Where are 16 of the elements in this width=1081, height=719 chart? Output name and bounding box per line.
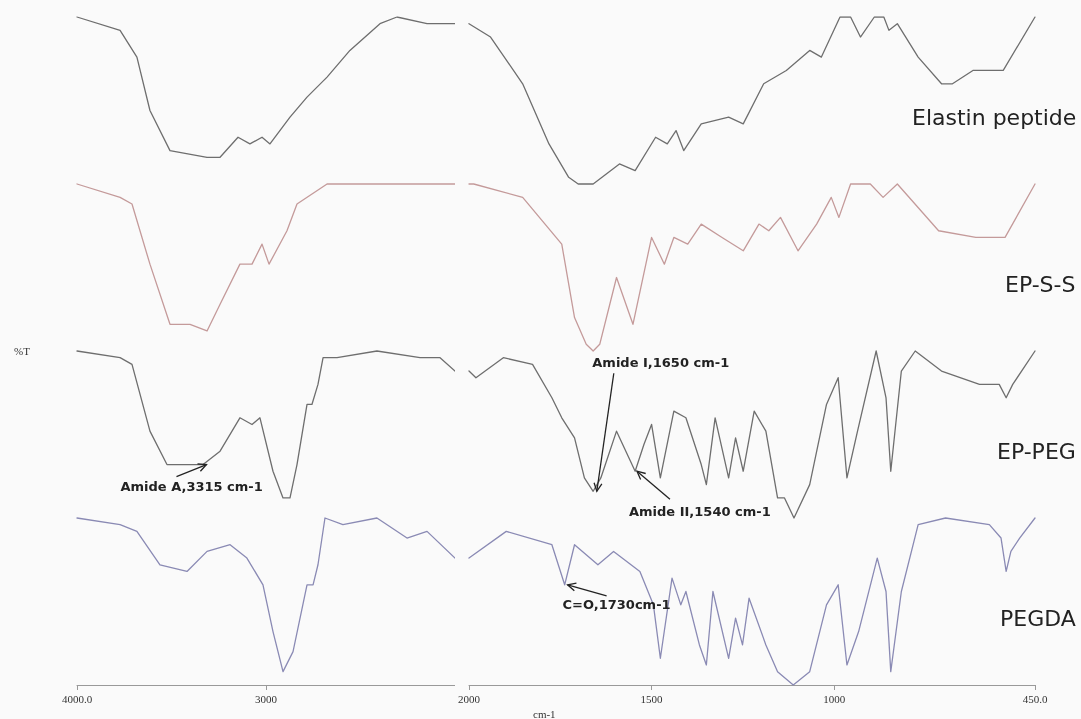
x-tick-label: 2000: [458, 692, 481, 705]
annotation: C=O,1730cm-1: [562, 597, 671, 613]
annotation: Amide II,1540 cm-1: [628, 503, 771, 519]
y-axis-title: %T: [14, 345, 30, 357]
annotation: Amide I,1650 cm-1: [592, 354, 730, 370]
annotation: Amide A,3315 cm-1: [120, 479, 263, 495]
series-label: EP-S-S: [1005, 271, 1076, 297]
x-tick-label: 3000: [255, 692, 278, 705]
x-axis-title: cm-1: [533, 707, 556, 719]
x-tick-label: 1000: [823, 692, 846, 705]
series-label: Elastin peptide: [912, 104, 1077, 130]
x-tick-label: 450.0: [1022, 692, 1048, 705]
x-tick-label: 4000.0: [61, 692, 93, 705]
x-tick-label: 1500: [640, 692, 664, 705]
series-label: PEGDA: [1000, 605, 1076, 631]
series-label: EP-PEG: [997, 438, 1076, 464]
